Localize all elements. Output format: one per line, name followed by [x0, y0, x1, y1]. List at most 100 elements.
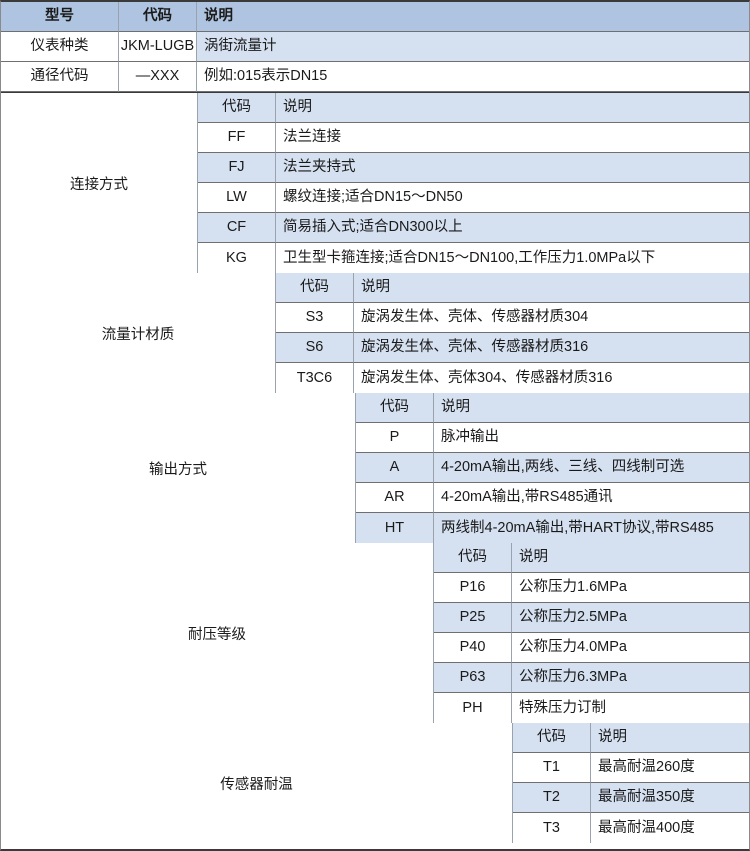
table-row: HT 两线制4-20mA输出,带HART协议,带RS485: [356, 513, 749, 543]
row-code: T3: [513, 813, 591, 843]
row-desc: 法兰夹持式: [276, 153, 749, 183]
table-row: FF 法兰连接: [198, 123, 749, 153]
row-desc: 最高耐温350度: [591, 783, 749, 813]
table-row: KG 卫生型卡箍连接;适合DN15～DN100,工作压力1.0MPa以下: [198, 243, 749, 273]
row-desc: 旋涡发生体、壳体、传感器材质316: [354, 333, 749, 363]
top-row: 通径代码 —XXX 例如:015表示DN15: [1, 62, 749, 92]
section-rows: 代码 说明 S3 旋涡发生体、壳体、传感器材质304 S6 旋涡发生体、壳体、传感器材质3…: [276, 273, 749, 393]
section-3: 输出方式 代码 说明 P 脉冲输出 A 4-20mA输出,两线、三线、四线制可选 AR 4-20…: [1, 392, 749, 543]
section-subheader-row: 代码 说明: [513, 723, 749, 753]
subheader-desc: 说明: [434, 393, 749, 423]
row-code: HT: [356, 513, 434, 543]
table-row: FJ 法兰夹持式: [198, 153, 749, 183]
subheader-code: 代码: [513, 723, 591, 753]
row-desc: 旋涡发生体、壳体、传感器材质304: [354, 303, 749, 333]
section-rows: 代码 说明 T1 最高耐温260度 T2 最高耐温350度 T3 最高耐温400度: [513, 723, 749, 843]
section-subheader-row: 代码 说明: [434, 543, 749, 573]
row-code: P: [356, 423, 434, 453]
row-code: P25: [434, 603, 512, 633]
table-row: T3C6 旋涡发生体、壳体304、传感器材质316: [276, 363, 749, 393]
section-2: 流量计材质 代码 说明 S3 旋涡发生体、壳体、传感器材质304 S6 旋涡发生体、壳体、传…: [1, 272, 749, 393]
row-code: P16: [434, 573, 512, 603]
table-row: A 4-20mA输出,两线、三线、四线制可选: [356, 453, 749, 483]
row-code: T2: [513, 783, 591, 813]
table-header-row: 型号 代码 说明: [1, 2, 749, 32]
top-row-desc: 例如:015表示DN15: [197, 62, 749, 92]
row-desc: 4-20mA输出,带RS485通讯: [434, 483, 749, 513]
subheader-desc: 说明: [591, 723, 749, 753]
table-row: S3 旋涡发生体、壳体、传感器材质304: [276, 303, 749, 333]
row-code: LW: [198, 183, 276, 213]
row-code: PH: [434, 693, 512, 723]
row-desc: 法兰连接: [276, 123, 749, 153]
row-desc: 公称压力1.6MPa: [512, 573, 749, 603]
table-row: T3 最高耐温400度: [513, 813, 749, 843]
header-code: 代码: [119, 2, 197, 32]
row-desc: 公称压力4.0MPa: [512, 633, 749, 663]
header-model: 型号: [1, 2, 119, 32]
section-subheader-row: 代码 说明: [198, 93, 749, 123]
top-row: 仪表种类 JKM-LUGB 涡街流量计: [1, 32, 749, 62]
section-label: 耐压等级: [1, 543, 434, 723]
section-subheader-row: 代码 说明: [356, 393, 749, 423]
row-code: A: [356, 453, 434, 483]
table-row: AR 4-20mA输出,带RS485通讯: [356, 483, 749, 513]
subheader-code: 代码: [198, 93, 276, 123]
subheader-desc: 说明: [512, 543, 749, 573]
row-code: P40: [434, 633, 512, 663]
row-desc: 脉冲输出: [434, 423, 749, 453]
row-code: P63: [434, 663, 512, 693]
row-desc: 旋涡发生体、壳体304、传感器材质316: [354, 363, 749, 393]
row-desc: 4-20mA输出,两线、三线、四线制可选: [434, 453, 749, 483]
section-1: 连接方式 代码 说明 FF 法兰连接 FJ 法兰夹持式 LW 螺纹连接;适合DN15～DN50 C…: [1, 92, 749, 273]
row-desc: 最高耐温260度: [591, 753, 749, 783]
table-row: T1 最高耐温260度: [513, 753, 749, 783]
table-row: P25 公称压力2.5MPa: [434, 603, 749, 633]
section-rows: 代码 说明 FF 法兰连接 FJ 法兰夹持式 LW 螺纹连接;适合DN15～DN50 CF 简易插…: [198, 93, 749, 273]
row-desc: 螺纹连接;适合DN15～DN50: [276, 183, 749, 213]
subheader-code: 代码: [276, 273, 354, 303]
table-row: P40 公称压力4.0MPa: [434, 633, 749, 663]
table-row: LW 螺纹连接;适合DN15～DN50: [198, 183, 749, 213]
section-label: 输出方式: [1, 393, 356, 543]
row-desc: 公称压力6.3MPa: [512, 663, 749, 693]
subheader-code: 代码: [356, 393, 434, 423]
section-label: 连接方式: [1, 93, 198, 273]
table-row: P 脉冲输出: [356, 423, 749, 453]
row-desc: 特殊压力订制: [512, 693, 749, 723]
table-row: P16 公称压力1.6MPa: [434, 573, 749, 603]
row-code: KG: [198, 243, 276, 273]
section-rows: 代码 说明 P 脉冲输出 A 4-20mA输出,两线、三线、四线制可选 AR 4-20mA输出…: [356, 393, 749, 543]
header-desc: 说明: [197, 2, 749, 32]
section-4: 耐压等级 代码 说明 P16 公称压力1.6MPa P25 公称压力2.5MPa P40 公称压…: [1, 542, 749, 723]
top-row-code: —XXX: [119, 62, 197, 92]
row-code: FJ: [198, 153, 276, 183]
top-row-label: 仪表种类: [1, 32, 119, 62]
row-code: S6: [276, 333, 354, 363]
top-row-desc: 涡街流量计: [197, 32, 749, 62]
row-code: FF: [198, 123, 276, 153]
subheader-code: 代码: [434, 543, 512, 573]
section-subheader-row: 代码 说明: [276, 273, 749, 303]
row-desc: 公称压力2.5MPa: [512, 603, 749, 633]
row-desc: 卫生型卡箍连接;适合DN15～DN100,工作压力1.0MPa以下: [276, 243, 749, 273]
subheader-desc: 说明: [276, 93, 749, 123]
section-label: 传感器耐温: [1, 723, 513, 843]
section-rows: 代码 说明 P16 公称压力1.6MPa P25 公称压力2.5MPa P40 公称压力4.0…: [434, 543, 749, 723]
row-code: AR: [356, 483, 434, 513]
row-code: T1: [513, 753, 591, 783]
row-desc: 最高耐温400度: [591, 813, 749, 843]
row-code: S3: [276, 303, 354, 333]
top-row-code: JKM-LUGB: [119, 32, 197, 62]
section-label: 流量计材质: [1, 273, 276, 393]
table-row: CF 简易插入式;适合DN300以上: [198, 213, 749, 243]
row-code: T3C6: [276, 363, 354, 393]
row-desc: 两线制4-20mA输出,带HART协议,带RS485: [434, 513, 749, 543]
table-row: PH 特殊压力订制: [434, 693, 749, 723]
top-row-label: 通径代码: [1, 62, 119, 92]
row-code: CF: [198, 213, 276, 243]
table-row: T2 最高耐温350度: [513, 783, 749, 813]
row-desc: 简易插入式;适合DN300以上: [276, 213, 749, 243]
table-row: S6 旋涡发生体、壳体、传感器材质316: [276, 333, 749, 363]
